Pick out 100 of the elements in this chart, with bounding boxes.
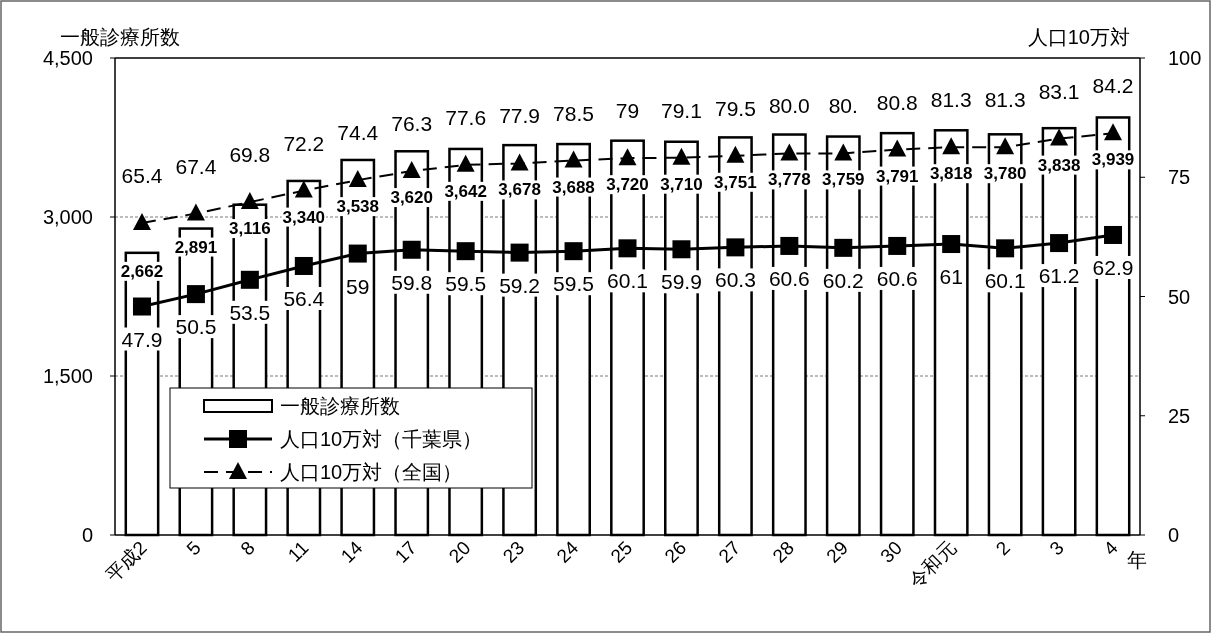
data-label: 59 — [346, 274, 370, 298]
data-label: 61 — [939, 265, 963, 289]
data-label: 79.5 — [714, 96, 756, 120]
y2-tick-label: 50 — [1168, 285, 1191, 308]
point — [510, 153, 529, 171]
x-tick-label: 11 — [283, 536, 313, 566]
data-label: 3,939 — [1091, 150, 1135, 170]
y-tick-label: 0 — [81, 524, 93, 546]
data-label: 53.5 — [229, 300, 271, 324]
point — [1104, 225, 1123, 244]
x-tick-label: 30 — [876, 536, 907, 567]
data-label: 81.3 — [984, 88, 1026, 112]
legend-label: 人口10万対（全国） — [280, 461, 463, 483]
point — [834, 143, 853, 161]
point — [402, 240, 421, 259]
data-label: 60.6 — [768, 266, 810, 290]
data-label: 81.3 — [930, 88, 972, 112]
x-tick-label: 14 — [336, 536, 367, 567]
data-label: 3,678 — [498, 180, 541, 200]
data-label: 79.1 — [661, 98, 702, 122]
data-label: 79 — [615, 99, 640, 123]
y-tick-label: 3,000 — [42, 206, 93, 228]
data-label: 59.9 — [661, 270, 702, 294]
y2-tick-label: 0 — [1168, 524, 1180, 546]
x-axis-title: 年 — [1127, 549, 1148, 571]
point — [1050, 234, 1069, 253]
point — [780, 236, 799, 255]
data-label: 60.3 — [714, 268, 756, 292]
data-label: 3,778 — [768, 170, 811, 190]
point — [186, 203, 205, 221]
data-label: 76.3 — [391, 112, 433, 136]
data-label: 3,116 — [229, 219, 271, 239]
legend-label: 人口10万対（千葉県） — [280, 428, 483, 450]
point — [672, 240, 691, 259]
point — [510, 243, 529, 262]
x-tick-label: 5 — [182, 536, 205, 560]
data-label: 62.9 — [1092, 255, 1134, 279]
data-label: 50.5 — [175, 315, 217, 339]
point — [348, 170, 367, 188]
point — [780, 143, 799, 161]
data-label: 2,891 — [174, 237, 218, 257]
point — [834, 238, 853, 257]
data-label: 59.2 — [499, 273, 541, 297]
point — [942, 235, 961, 254]
point — [726, 238, 745, 257]
y-tick-label: 1,500 — [42, 365, 93, 387]
x-tick-label: 8 — [236, 536, 259, 560]
data-label: 84.2 — [1092, 74, 1134, 98]
point — [186, 285, 205, 304]
data-label: 65.4 — [121, 164, 163, 188]
data-label: 47.9 — [121, 327, 163, 351]
x-tick-label: 24 — [552, 536, 583, 567]
x-tick-label: 3 — [1045, 536, 1068, 560]
data-label: 3,688 — [552, 177, 595, 197]
data-label: 67.4 — [175, 154, 217, 178]
data-label: 72.2 — [283, 131, 325, 155]
point — [1050, 128, 1069, 146]
y-axis-title: 一般診療所数 — [60, 26, 180, 48]
y2-tick-label: 100 — [1168, 47, 1202, 69]
data-label: 69.8 — [229, 143, 271, 167]
x-tick-label: 23 — [498, 536, 529, 567]
point — [1104, 123, 1123, 141]
data-label: 78.5 — [553, 101, 594, 125]
point — [456, 154, 475, 172]
data-label: 3,620 — [390, 188, 433, 208]
data-label: 83.1 — [1038, 79, 1080, 103]
data-label: 3,751 — [714, 172, 757, 192]
data-label: 59.8 — [391, 270, 433, 294]
point — [996, 137, 1015, 155]
point — [942, 137, 961, 155]
data-label: 3,642 — [444, 181, 487, 201]
point — [132, 297, 151, 316]
point — [294, 180, 313, 198]
data-label: 77.6 — [445, 105, 487, 129]
point — [348, 244, 367, 263]
data-label: 3,818 — [929, 164, 973, 184]
point — [888, 236, 907, 255]
data-label: 3,838 — [1037, 155, 1081, 175]
point — [618, 239, 637, 258]
point — [132, 213, 151, 231]
point — [564, 150, 583, 168]
data-label: 3,340 — [282, 207, 326, 227]
data-label: 3,710 — [660, 174, 703, 194]
x-tick-label: 17 — [390, 536, 421, 567]
data-label: 60.6 — [876, 266, 918, 290]
x-tick-label: 平成2 — [101, 536, 151, 587]
data-label: 77.9 — [499, 104, 541, 128]
point — [996, 239, 1015, 258]
data-label: 3,780 — [983, 164, 1027, 184]
point — [726, 145, 745, 163]
x-tick-label: 20 — [444, 536, 475, 567]
x-tick-label: 28 — [768, 536, 799, 567]
data-label: 2,662 — [120, 261, 164, 281]
point — [672, 147, 691, 165]
point — [618, 148, 637, 166]
point — [564, 242, 583, 261]
data-label: 60.2 — [822, 268, 864, 292]
point — [888, 139, 907, 157]
y2-tick-label: 25 — [1168, 404, 1191, 427]
data-label: 61.2 — [1038, 264, 1080, 288]
